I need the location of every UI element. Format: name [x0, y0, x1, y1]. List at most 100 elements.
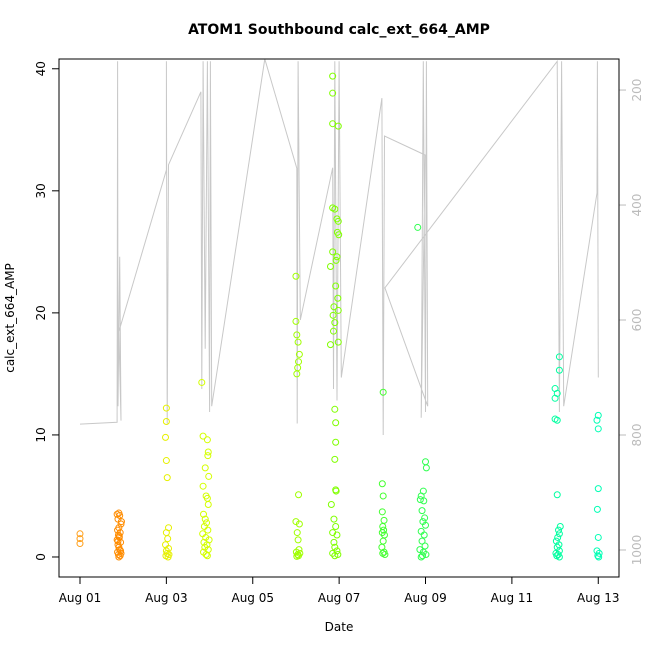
y2-tick-label: 400: [630, 194, 644, 217]
point: [593, 505, 601, 513]
point: [203, 519, 211, 527]
point: [330, 303, 338, 311]
point: [327, 500, 335, 508]
point: [421, 542, 429, 550]
point: [113, 510, 121, 518]
point: [202, 533, 210, 541]
point: [326, 341, 334, 349]
point: [334, 217, 342, 225]
y-tick-label: 10: [34, 427, 48, 442]
point: [554, 533, 562, 541]
x-tick-label: Aug 03: [145, 591, 188, 605]
point: [294, 338, 302, 346]
point: [334, 306, 342, 314]
point: [332, 419, 340, 427]
point: [162, 404, 170, 412]
point: [329, 72, 337, 80]
point: [378, 508, 386, 516]
point: [332, 256, 340, 264]
point: [379, 388, 387, 396]
point: [162, 457, 170, 465]
point: [594, 425, 602, 433]
point: [331, 552, 339, 560]
point: [199, 432, 207, 440]
point: [294, 536, 302, 544]
point: [595, 553, 603, 561]
point: [556, 522, 564, 530]
point: [332, 487, 340, 495]
point: [329, 311, 337, 319]
point: [203, 552, 211, 560]
point: [199, 482, 207, 490]
point: [117, 547, 125, 555]
point: [330, 538, 338, 546]
point: [329, 248, 337, 256]
point: [329, 120, 337, 128]
point: [326, 262, 334, 270]
point: [555, 553, 563, 561]
point: [204, 448, 212, 456]
x-tick-label: Aug 01: [59, 591, 102, 605]
y-tick-label: 30: [34, 183, 48, 198]
point: [204, 500, 212, 508]
point: [335, 231, 343, 239]
point: [594, 533, 602, 541]
x-tick-label: Aug 13: [577, 591, 620, 605]
point: [200, 522, 208, 530]
point: [414, 223, 422, 231]
point: [551, 394, 559, 402]
point: [594, 411, 602, 419]
y2-tick-label: 200: [630, 79, 644, 102]
y-tick-label: 20: [34, 305, 48, 320]
point: [416, 546, 424, 554]
point: [293, 331, 301, 339]
point: [202, 551, 210, 559]
point: [332, 282, 340, 290]
point: [203, 436, 211, 444]
point: [204, 526, 212, 534]
x-tick-label: Aug 09: [404, 591, 447, 605]
y-tick-label: 40: [34, 61, 48, 76]
point: [204, 452, 212, 460]
point: [329, 89, 337, 97]
point: [292, 518, 300, 526]
point: [292, 317, 300, 325]
point: [117, 518, 125, 526]
point: [293, 529, 301, 537]
point: [422, 464, 430, 472]
point: [164, 535, 172, 543]
point: [76, 535, 84, 543]
point: [331, 205, 339, 213]
point: [334, 294, 342, 302]
point: [420, 497, 428, 505]
point: [114, 551, 122, 559]
point: [418, 552, 426, 560]
point: [416, 496, 424, 504]
point: [553, 491, 561, 499]
point: [418, 507, 426, 515]
point: [117, 520, 125, 528]
point: [201, 515, 209, 523]
y2-tick-label: 800: [630, 424, 644, 447]
point: [201, 464, 209, 472]
point: [76, 540, 84, 548]
point: [555, 526, 563, 534]
point: [553, 416, 561, 424]
point: [201, 543, 209, 551]
point: [114, 515, 122, 523]
point: [295, 520, 303, 528]
point: [421, 514, 429, 522]
point: [114, 537, 122, 545]
plot-frame: [58, 58, 620, 578]
point: [332, 438, 340, 446]
point: [113, 536, 121, 544]
point: [205, 472, 213, 480]
point: [331, 543, 339, 551]
point: [334, 338, 342, 346]
point: [293, 370, 301, 378]
point: [162, 433, 170, 441]
point: [378, 480, 386, 488]
point: [422, 521, 430, 529]
